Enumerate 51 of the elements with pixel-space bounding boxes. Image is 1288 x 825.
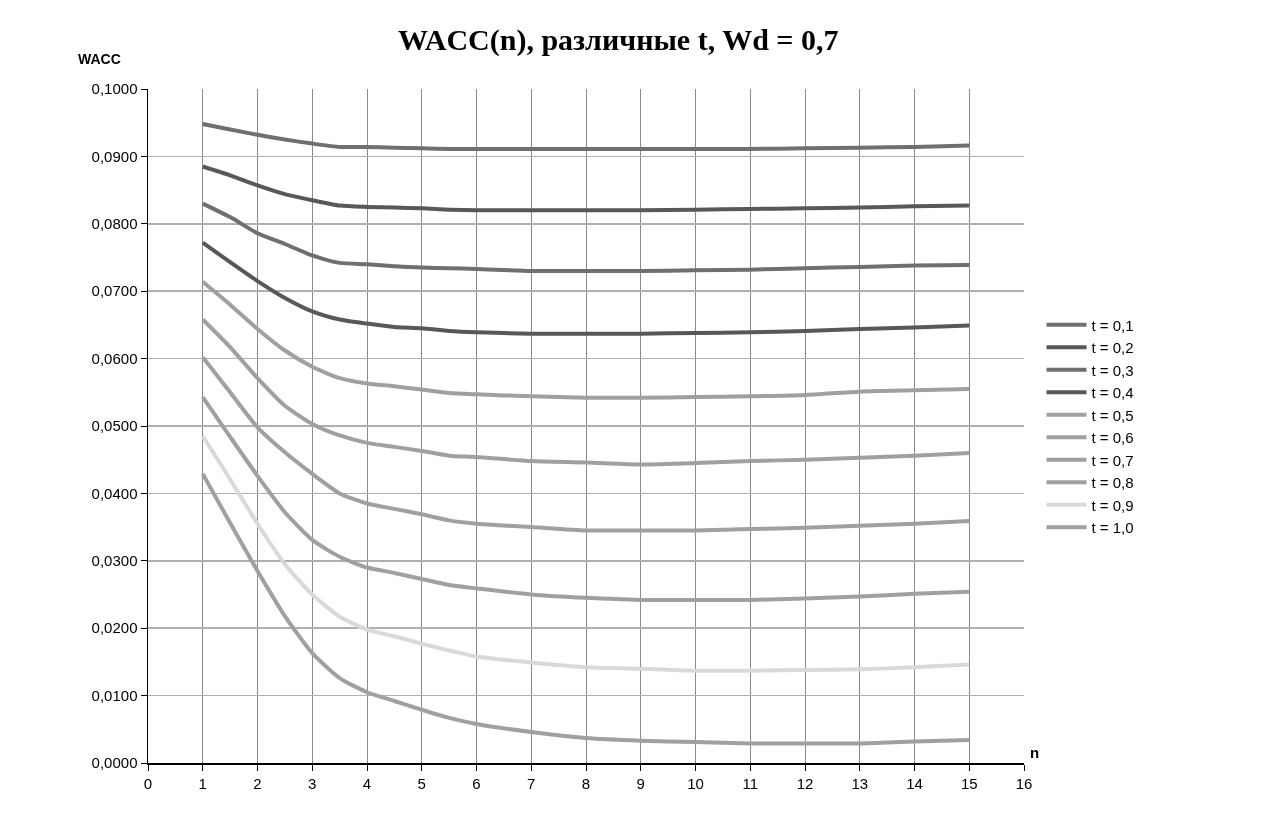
x-tick-label: 12	[796, 774, 814, 792]
line-series	[200, 279, 972, 400]
line-series	[200, 201, 972, 274]
legend-label: t = 0,2	[1091, 339, 1134, 357]
y-tick-label: 0,0600	[91, 349, 138, 367]
x-tick-label: 3	[308, 774, 317, 792]
legend-label: t = 1,0	[1091, 519, 1134, 537]
x-tick-label: 5	[417, 774, 426, 792]
x-tick-label: 1	[198, 774, 207, 792]
y-tick-label: 0,0700	[91, 282, 138, 300]
x-tick-label: 13	[851, 774, 869, 792]
y-tick-label: 0,0200	[91, 619, 138, 637]
y-tick-label: 0,0400	[91, 484, 138, 502]
x-tick-label: 16	[1015, 774, 1033, 792]
x-axis-title: n	[1030, 744, 1040, 761]
x-tick-label: 7	[527, 774, 536, 792]
legend-label: t = 0,3	[1091, 361, 1134, 379]
x-tick-label: 6	[472, 774, 481, 792]
line-series	[200, 240, 972, 336]
y-tick-label: 0,0000	[91, 754, 138, 772]
x-tick-label: 11	[742, 774, 759, 792]
legend-label: t = 0,9	[1091, 496, 1134, 514]
line-series	[200, 395, 972, 602]
line-series	[200, 434, 972, 673]
y-tick-label: 0,0500	[91, 417, 138, 435]
x-tick-label: 8	[581, 774, 591, 792]
line-series	[200, 164, 972, 213]
line-series	[200, 122, 972, 152]
legend-label: t = 0,5	[1091, 406, 1134, 424]
line-series	[200, 317, 972, 467]
chart-title: WACC(n), различные t, Wd = 0,7	[398, 22, 839, 57]
y-axis-title: WACC	[78, 51, 121, 67]
legend-label: t = 0,7	[1091, 451, 1134, 469]
y-tick-label: 0,0900	[91, 147, 138, 165]
legend-label: t = 0,6	[1091, 429, 1134, 447]
x-tick-label: 15	[960, 774, 978, 792]
x-tick-label: 0	[143, 774, 153, 792]
legend-label: t = 0,4	[1091, 384, 1134, 402]
x-tick-label: 9	[636, 774, 645, 792]
line-series	[200, 355, 972, 533]
line-series	[200, 471, 972, 746]
x-tick-label: 10	[687, 774, 704, 792]
legend-label: t = 0,1	[1091, 316, 1134, 334]
y-tick-label: 0,0800	[91, 215, 138, 233]
legend-label: t = 0,8	[1091, 474, 1134, 492]
y-tick-label: 0,0300	[91, 552, 138, 570]
y-tick-label: 0,0100	[91, 686, 138, 704]
x-tick-label: 14	[906, 774, 923, 792]
x-tick-label: 4	[362, 774, 372, 792]
x-tick-label: 2	[253, 774, 262, 792]
y-tick-label: 0,1000	[91, 80, 138, 98]
